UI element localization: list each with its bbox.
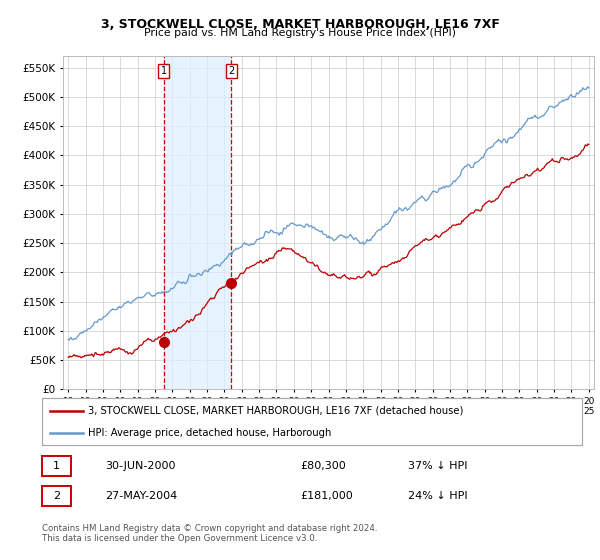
Text: 3, STOCKWELL CLOSE, MARKET HARBOROUGH, LE16 7XF: 3, STOCKWELL CLOSE, MARKET HARBOROUGH, L… xyxy=(101,18,499,31)
Text: 24% ↓ HPI: 24% ↓ HPI xyxy=(408,491,467,501)
Text: £80,300: £80,300 xyxy=(300,461,346,471)
Text: 30-JUN-2000: 30-JUN-2000 xyxy=(105,461,176,471)
Text: 2: 2 xyxy=(228,66,235,76)
Text: 1: 1 xyxy=(53,461,60,471)
Text: 2: 2 xyxy=(53,491,60,501)
Bar xyxy=(164,56,232,389)
Text: Contains HM Land Registry data © Crown copyright and database right 2024.
This d: Contains HM Land Registry data © Crown c… xyxy=(42,524,377,543)
Text: £181,000: £181,000 xyxy=(300,491,353,501)
Text: 3, STOCKWELL CLOSE, MARKET HARBOROUGH, LE16 7XF (detached house): 3, STOCKWELL CLOSE, MARKET HARBOROUGH, L… xyxy=(88,406,463,416)
Text: 1: 1 xyxy=(161,66,167,76)
Text: Price paid vs. HM Land Registry's House Price Index (HPI): Price paid vs. HM Land Registry's House … xyxy=(144,28,456,38)
Text: HPI: Average price, detached house, Harborough: HPI: Average price, detached house, Harb… xyxy=(88,428,331,438)
Text: 27-MAY-2004: 27-MAY-2004 xyxy=(105,491,177,501)
Text: 37% ↓ HPI: 37% ↓ HPI xyxy=(408,461,467,471)
